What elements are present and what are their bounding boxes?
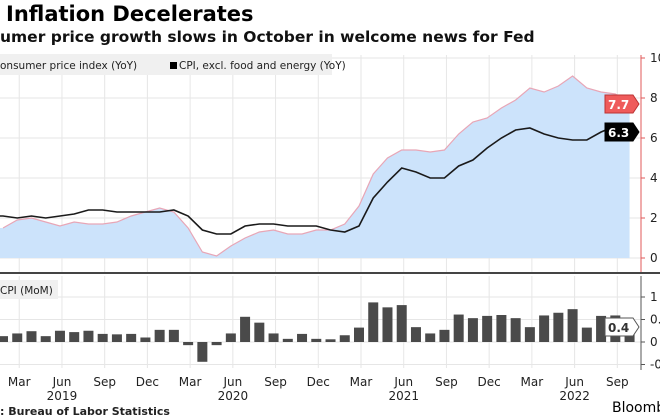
y-tick-label: 0 bbox=[650, 251, 658, 265]
mom-bar bbox=[12, 333, 23, 342]
y-tick-label: 6 bbox=[650, 131, 658, 145]
chart-title: Inflation Decelerates bbox=[6, 2, 254, 26]
x-year-label: 2020 bbox=[218, 389, 249, 403]
cpi-yoy-line bbox=[2, 75, 630, 257]
legend-core-cpi: CPI, excl. food and energy (YoY) bbox=[179, 60, 346, 72]
x-tick-label: Jun bbox=[393, 375, 413, 389]
y-tick-label: 4 bbox=[650, 171, 658, 185]
x-tick-label: Sep bbox=[264, 375, 287, 389]
mom-bar bbox=[254, 322, 265, 342]
y-tick-label: 1 bbox=[650, 290, 658, 304]
mom-bar bbox=[168, 329, 179, 342]
y-tick-label: 2 bbox=[650, 211, 658, 225]
legend-box-top bbox=[0, 54, 332, 75]
x-year-label: 2021 bbox=[388, 389, 419, 403]
cpi-last-value-badge-label: 7.7 bbox=[608, 98, 629, 112]
mom-bar bbox=[482, 315, 493, 342]
mom-bar bbox=[297, 333, 308, 342]
mom-bar bbox=[54, 330, 65, 342]
x-tick-label: Dec bbox=[136, 375, 159, 389]
x-tick-label: Mar bbox=[8, 375, 31, 389]
mom-bar bbox=[0, 336, 8, 342]
legend-cpi-yoy: onsumer price index (YoY) bbox=[0, 60, 137, 72]
mom-bar bbox=[354, 327, 364, 342]
mom-bar bbox=[183, 342, 194, 346]
mom-bar bbox=[496, 315, 507, 342]
core-last-value-badge bbox=[604, 122, 640, 142]
core-cpi-line bbox=[0, 125, 630, 235]
mom-bar bbox=[567, 309, 578, 342]
mom-bar bbox=[140, 337, 151, 342]
mom-bar bbox=[510, 318, 521, 342]
mom-last-value-badge bbox=[604, 317, 640, 337]
mom-bar bbox=[396, 305, 407, 342]
mom-last-value-badge-label: 0.4 bbox=[608, 321, 629, 335]
bloomberg-logo: Bloomb bbox=[612, 400, 660, 416]
mom-bar bbox=[311, 338, 322, 342]
mom-bar bbox=[368, 302, 379, 342]
x-tick-label: Sep bbox=[435, 375, 458, 389]
source-note: : Bureau of Labor Statistics bbox=[0, 405, 170, 418]
mom-bar bbox=[69, 332, 80, 342]
mom-bar bbox=[524, 327, 535, 342]
x-tick-label: Sep bbox=[93, 375, 116, 389]
mom-bar bbox=[382, 307, 393, 342]
chart-subtitle: umer price growth slows in October in we… bbox=[0, 28, 535, 46]
mom-bar bbox=[325, 339, 336, 342]
x-tick-label: Dec bbox=[478, 375, 501, 389]
x-tick-label: Dec bbox=[307, 375, 330, 389]
mom-bar bbox=[126, 333, 137, 342]
mom-bar bbox=[282, 338, 293, 342]
x-tick-label: Mar bbox=[179, 375, 202, 389]
legend-cpi-mom: CPI (MoM) bbox=[0, 285, 53, 297]
x-tick-label: Mar bbox=[350, 375, 373, 389]
mom-bar bbox=[581, 327, 592, 342]
x-year-label: 2019 bbox=[47, 389, 78, 403]
mom-bar bbox=[154, 329, 165, 342]
mom-bar bbox=[40, 336, 51, 342]
x-tick-label: Jun bbox=[564, 375, 584, 389]
mom-bar bbox=[339, 335, 350, 342]
core-last-value-badge-label: 6.3 bbox=[608, 126, 629, 140]
y-tick-label: 0 bbox=[650, 335, 658, 349]
mom-bar bbox=[553, 312, 564, 342]
mom-bar bbox=[453, 314, 464, 342]
legend-swatch-core bbox=[170, 62, 177, 69]
mom-bar bbox=[211, 342, 222, 346]
mom-bar bbox=[83, 330, 94, 342]
x-tick-label: Mar bbox=[521, 375, 544, 389]
cpi-last-value-badge bbox=[604, 94, 640, 114]
legend-box-bottom bbox=[0, 280, 58, 299]
mom-bar bbox=[240, 316, 251, 342]
mom-bar bbox=[596, 315, 607, 342]
y-tick-label: 0.5 bbox=[650, 313, 660, 327]
x-tick-label: Sep bbox=[606, 375, 629, 389]
mom-bar bbox=[26, 331, 37, 342]
mom-bar bbox=[225, 333, 236, 342]
y-tick-label: 10 bbox=[650, 51, 660, 65]
x-tick-label: Jun bbox=[222, 375, 242, 389]
x-tick-label: Jun bbox=[52, 375, 72, 389]
mom-bar bbox=[268, 333, 279, 342]
mom-bar bbox=[197, 342, 208, 362]
mom-bar bbox=[410, 327, 421, 342]
mom-bar bbox=[425, 333, 436, 342]
y-tick-label: -0.5 bbox=[650, 358, 660, 372]
mom-bar bbox=[439, 329, 450, 342]
x-year-label: 2022 bbox=[559, 389, 590, 403]
y-tick-label: 8 bbox=[650, 91, 658, 105]
mom-bar bbox=[97, 333, 108, 342]
mom-bar bbox=[111, 334, 122, 342]
mom-bar bbox=[539, 315, 550, 342]
mom-bar bbox=[467, 318, 478, 342]
